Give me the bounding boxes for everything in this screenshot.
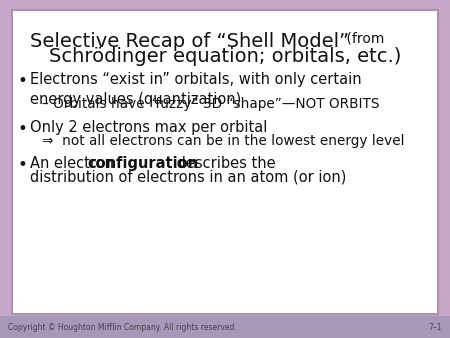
Text: – Orbitals have “fuzzy” 3D “shape”—NOT ORBITS: – Orbitals have “fuzzy” 3D “shape”—NOT O… bbox=[42, 97, 379, 111]
Text: configuration: configuration bbox=[87, 156, 198, 171]
Text: 7–1: 7–1 bbox=[428, 322, 442, 332]
Text: distribution of electrons in an atom (or ion): distribution of electrons in an atom (or… bbox=[30, 170, 346, 185]
Text: Selective Recap of “Shell Model”: Selective Recap of “Shell Model” bbox=[31, 32, 350, 51]
Text: Schrödinger equation; orbitals, etc.): Schrödinger equation; orbitals, etc.) bbox=[49, 47, 401, 66]
Text: •: • bbox=[18, 72, 28, 90]
Text: describes the: describes the bbox=[172, 156, 275, 171]
Text: Only 2 electrons max per orbital: Only 2 electrons max per orbital bbox=[30, 120, 267, 135]
Text: ⇒  not all electrons can be in the lowest energy level: ⇒ not all electrons can be in the lowest… bbox=[42, 134, 405, 148]
FancyBboxPatch shape bbox=[12, 10, 438, 314]
Bar bbox=[0, 316, 450, 338]
Text: •: • bbox=[18, 156, 28, 174]
Text: •: • bbox=[18, 120, 28, 138]
Text: Copyright © Houghton Mifflin Company. All rights reserved.: Copyright © Houghton Mifflin Company. Al… bbox=[8, 322, 237, 332]
Text: An electron: An electron bbox=[30, 156, 118, 171]
Text: (from: (from bbox=[342, 32, 384, 46]
Text: Electrons “exist in” orbitals, with only certain
energy values (quantization): Electrons “exist in” orbitals, with only… bbox=[30, 72, 362, 107]
